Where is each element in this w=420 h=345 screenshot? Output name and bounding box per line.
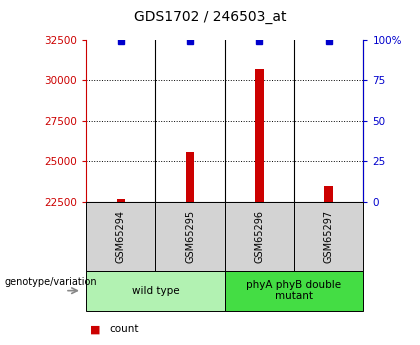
Bar	[186, 151, 194, 202]
Bar	[117, 199, 125, 202]
Text: genotype/variation: genotype/variation	[4, 277, 97, 287]
Text: wild type: wild type	[131, 286, 179, 296]
Text: count: count	[109, 325, 139, 334]
Text: GSM65297: GSM65297	[324, 210, 333, 263]
Text: GSM65295: GSM65295	[185, 210, 195, 263]
Bar	[255, 69, 263, 202]
Text: GDS1702 / 246503_at: GDS1702 / 246503_at	[134, 10, 286, 24]
Bar	[325, 186, 333, 202]
Text: GSM65296: GSM65296	[255, 210, 264, 263]
Text: ■: ■	[90, 325, 101, 334]
Text: GSM65294: GSM65294	[116, 210, 126, 263]
Text: phyA phyB double
mutant: phyA phyB double mutant	[247, 280, 341, 302]
